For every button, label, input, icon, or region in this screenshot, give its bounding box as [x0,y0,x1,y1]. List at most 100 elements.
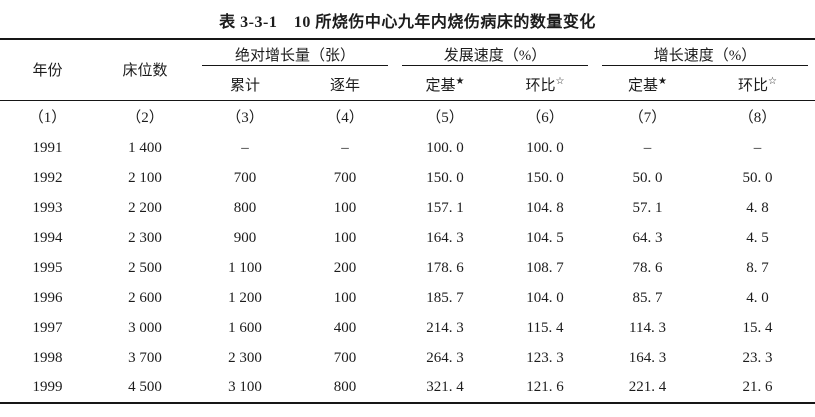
table-row: 1993 2 200 800 100 157. 1 104. 8 57. 1 4… [0,193,815,223]
table-header: 年份 床位数 绝对增长量（张） 发展速度（%） 增长速度（%） 累计 逐年 定基… [0,39,815,101]
sub-header-fixed-base-dev: 定基★ [395,69,496,101]
table-cell: 2 300 [228,349,262,366]
table-cell: 50. 0 [742,169,773,186]
table-cell: 108. 7 [526,259,564,276]
table-cell: 8. 7 [746,259,769,276]
table-cell: 157. 1 [426,199,464,216]
sub-header-chain-dev-label: 环比 [525,77,556,94]
sub-header-chain-growth-label: 环比 [738,77,769,94]
group-header-absolute-growth: 绝对增长量（张） [195,39,395,69]
table-cell: – [643,139,652,156]
col-header-year: 年份 [0,39,95,101]
table-cell: 4. 0 [746,289,769,306]
table-cell: 1995 [32,259,63,276]
col-number: （4） [326,110,364,127]
table-cell: 21. 6 [742,379,773,395]
table-cell: 3 700 [128,349,162,366]
table-cell: 700 [333,349,357,366]
group-header-growth-speed-label: 增长速度（%） [602,44,809,66]
col-number: （2） [126,110,164,127]
sub-header-yearly-label: 逐年 [330,77,361,94]
table-cell: 1998 [32,349,63,366]
sub-header-cumulative-label: 累计 [229,77,260,94]
group-header-absolute-growth-label: 绝对增长量（张） [202,44,389,66]
table-cell: 23. 3 [742,349,773,366]
table-cell: 1996 [32,289,63,306]
group-header-development-speed-label: 发展速度（%） [402,44,589,66]
table-cell: 1 400 [128,139,162,156]
table-cell: 2 600 [128,289,162,306]
table-cell: 104. 8 [526,199,564,216]
table-row: 1991 1 400 – – 100. 0 100. 0 – – [0,133,815,163]
table-cell: 2 300 [128,229,162,246]
table-cell: – [753,139,762,156]
table-row: 1998 3 700 2 300 700 264. 3 123. 3 164. … [0,343,815,373]
table-cell: 104. 0 [526,289,564,306]
table-row: 1997 3 000 1 600 400 214. 3 115. 4 114. … [0,313,815,343]
table-cell: 200 [333,259,357,276]
table-cell: 178. 6 [426,259,464,276]
table-cell: 1999 [32,379,63,395]
table-row: 1995 2 500 1 100 200 178. 6 108. 7 78. 6… [0,253,815,283]
sub-header-fixed-base-growth: 定基★ [595,69,701,101]
table-cell: 4. 8 [746,199,769,216]
table-cell: 100 [333,199,357,216]
table-cell: 1 100 [228,259,262,276]
column-number-row: （1） （2） （3） （4） （5） （6） （7） （8） [0,100,815,133]
table-cell: 150. 0 [526,169,564,186]
table-cell: 104. 5 [526,229,564,246]
table-cell: 2 100 [128,169,162,186]
table-cell: 100. 0 [426,139,464,156]
sub-header-row: 累计 逐年 定基★ 环比☆ 定基★ 环比☆ [0,69,815,101]
table-cell: 3 000 [128,319,162,336]
table-cell: 700 [333,169,357,186]
group-header-development-speed: 发展速度（%） [395,39,595,69]
table-cell: 150. 0 [426,169,464,186]
table-cell: 1997 [32,319,63,336]
table-cell: 100. 0 [526,139,564,156]
table-title: 表 3-3-1 10 所烧伤中心九年内烧伤病床的数量变化 [219,14,596,31]
table-cell: 800 [333,379,357,395]
table-cell: 321. 4 [426,379,464,395]
group-header-row: 年份 床位数 绝对增长量（张） 发展速度（%） 增长速度（%） [0,39,815,101]
open-star-mark: ☆ [555,75,565,87]
col-number: （7） [628,110,667,127]
col-number: （6） [526,110,564,127]
table-cell: 221. 4 [628,379,667,395]
table-cell: 123. 3 [526,349,564,366]
table-cell: 4. 5 [746,229,769,246]
table-cell: 1 200 [228,289,262,306]
table-cell: 50. 0 [632,169,663,186]
table-cell: 114. 3 [629,319,666,336]
col-number: （3） [226,110,264,127]
table-cell: 85. 7 [632,289,663,306]
col-number: （8） [738,110,777,127]
table-cell: 900 [233,229,257,246]
table-cell: 2 200 [128,199,162,216]
table-cell: 100 [333,229,357,246]
table-cell: 800 [233,199,257,216]
group-header-growth-speed: 增长速度（%） [595,39,815,69]
table-cell: 264. 3 [426,349,464,366]
sub-header-chain-dev: 环比☆ [495,69,596,101]
data-table: 年份 床位数 绝对增长量（张） 发展速度（%） 增长速度（%） 累计 逐年 定基… [0,38,815,404]
table-cell: 115. 4 [526,319,564,336]
sub-header-yearly: 逐年 [295,69,396,101]
filled-star-mark: ★ [658,75,667,87]
table-cell: 4 500 [128,379,162,395]
col-number: （1） [28,110,67,127]
table-cell: 100 [333,289,357,306]
table-cell: 1993 [32,199,63,216]
sub-header-fixed-base-growth-label: 定基 [628,77,659,94]
col-header-beds: 床位数 [95,39,195,101]
table-cell: 1994 [32,229,63,246]
table-row: 1994 2 300 900 100 164. 3 104. 5 64. 3 4… [0,223,815,253]
table-body: （1） （2） （3） （4） （5） （6） （7） （8） 1991 1 4… [0,100,815,403]
table-cell: 164. 3 [628,349,667,366]
table-cell: – [341,139,349,156]
table-cell: 121. 6 [526,379,564,395]
table-row: 1996 2 600 1 200 100 185. 7 104. 0 85. 7… [0,283,815,313]
table-cell: 64. 3 [632,229,663,246]
table-cell: 57. 1 [632,199,663,216]
